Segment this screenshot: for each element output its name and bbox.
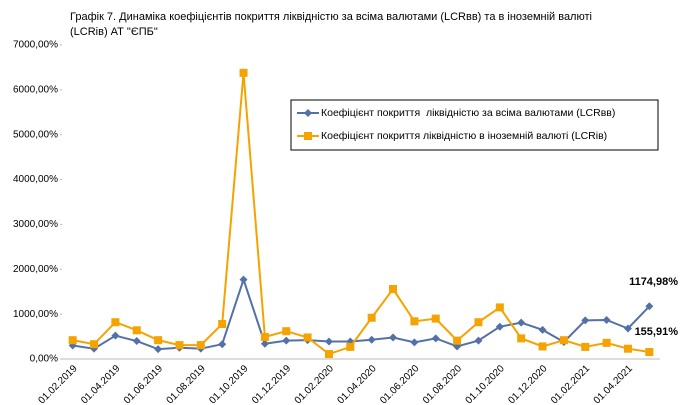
x-tick-label: 01.04.2021 [592,363,635,405]
marker [623,344,632,353]
marker [453,336,462,345]
series-line [72,72,650,356]
marker [260,333,269,342]
marker [218,320,227,329]
marker [218,340,227,349]
marker [239,68,248,77]
marker [324,350,333,359]
marker [111,331,120,340]
marker [602,315,611,324]
x-tick-label: 01.08.2019 [165,363,208,405]
marker [282,327,291,336]
x-tick-label: 01.04.2019 [79,363,122,405]
marker [239,275,248,284]
marker [367,335,376,344]
marker [623,324,632,333]
marker [68,336,77,345]
y-tick-label: 3000,00% [13,219,58,230]
marker [260,339,269,348]
x-tick-label: 01.12.2020 [506,363,549,405]
marker [474,336,483,345]
marker [346,342,355,351]
x-tick-label: 01.06.2020 [378,363,421,405]
marker [474,318,483,327]
marker [517,318,526,327]
marker [538,325,547,334]
value-label: 1174,98% [629,276,678,288]
marker [410,317,419,326]
x-tick-label: 01.04.2020 [335,363,378,405]
x-tick-label: 01.10.2020 [464,363,507,405]
marker [581,316,590,325]
marker [154,336,163,345]
marker [154,345,163,354]
marker [559,336,568,345]
legend: Коефіцієнт покриття ліквідністю за всіма… [290,99,659,151]
marker [196,341,205,350]
x-tick-label: 01.06.2019 [122,363,165,405]
marker [645,348,654,357]
legend-marker [304,109,312,117]
marker [367,313,376,322]
y-tick-label: 4000,00% [13,174,58,185]
marker [538,342,547,351]
marker [389,285,398,294]
marker [431,314,440,323]
x-tick-label: 01.10.2019 [207,363,250,405]
x-tick-label: 01.02.2019 [36,363,79,405]
x-tick-label: 01.02.2020 [293,363,336,405]
marker [90,340,99,349]
y-tick-label: 7000,00% [13,40,58,51]
marker [324,337,333,346]
y-tick-label: 6000,00% [13,84,58,95]
marker [602,338,611,347]
marker [175,341,184,350]
y-tick-label: 2000,00% [13,264,58,275]
x-tick-label: 01.12.2019 [250,363,293,405]
y-tick-label: 1000,00% [13,309,58,320]
marker [303,333,312,342]
marker [581,342,590,351]
x-tick-label: 01.08.2020 [421,363,464,405]
legend-label: Коефіцієнт покриття ліквідністю за всіма… [321,107,615,119]
legend-label: Коефіцієнт покриття ліквідністю в інозем… [321,130,607,142]
y-tick-label: 5000,00% [13,129,58,140]
y-tick-label: 0,00% [30,354,58,365]
value-label: 155,91% [635,326,679,338]
x-tick-label: 01.02.2021 [549,363,592,405]
marker [495,303,504,312]
legend-marker [304,132,312,140]
marker [282,336,291,345]
legend-box [290,99,659,151]
marker [111,318,120,327]
marker [495,322,504,331]
marker [431,334,440,343]
marker [517,334,526,343]
marker [389,333,398,342]
marker [410,338,419,347]
marker [132,326,141,335]
marker [645,302,654,311]
series-line [72,276,651,351]
chart-title: Графік 7. Динаміка коефіцієнтів покриття… [70,11,592,38]
marker [132,337,141,346]
